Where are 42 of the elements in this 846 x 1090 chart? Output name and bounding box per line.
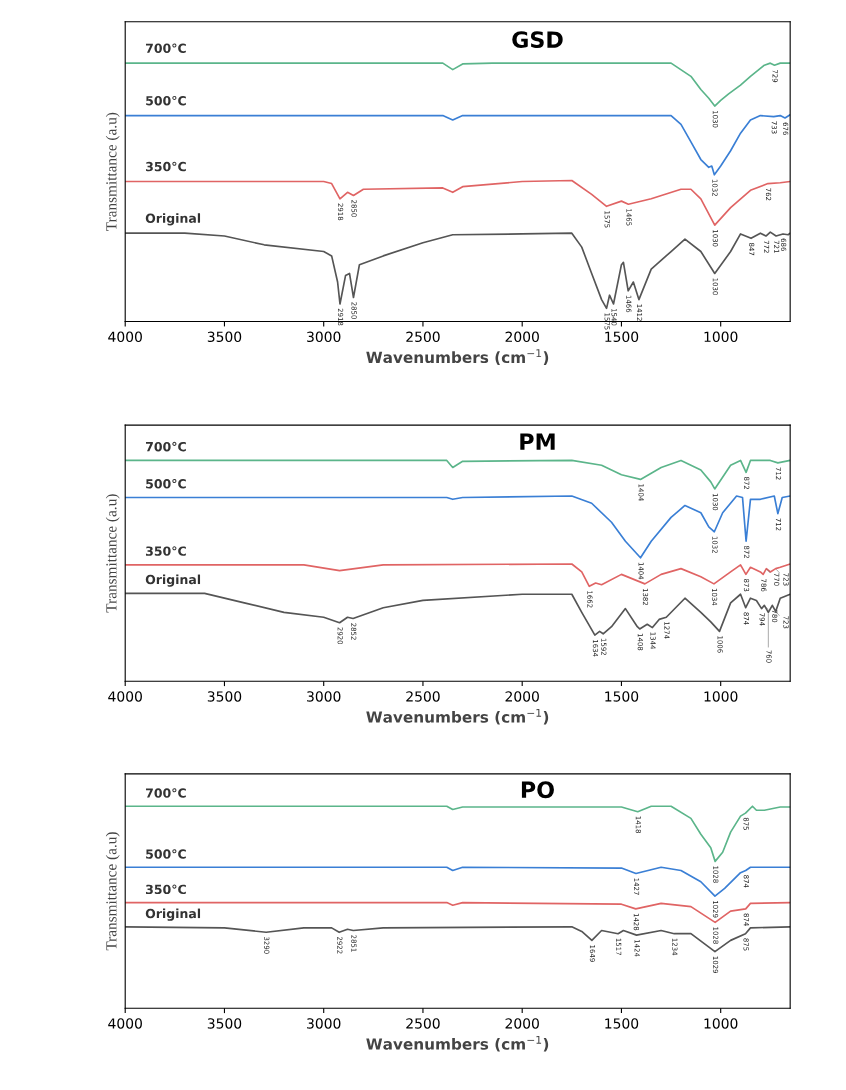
- y-axis-title: Transmittance (a.u): [105, 494, 120, 613]
- x-tick-label: 2000: [505, 331, 539, 343]
- x-tick-label: 4000: [108, 1018, 142, 1029]
- chart-title: GSD: [512, 31, 563, 48]
- series-label: Original: [145, 213, 201, 226]
- series-label: 350°C: [145, 161, 186, 172]
- y-axis-title: Transmittance (a.u): [105, 832, 120, 951]
- x-tick-label: 3000: [307, 691, 341, 702]
- x-tick-label: 3500: [207, 1018, 242, 1029]
- x-tick-label: 2000: [505, 691, 539, 702]
- x-tick-label: 1500: [605, 331, 639, 343]
- x-tick-label: 1000: [704, 691, 738, 702]
- x-tick-label: 1000: [704, 1018, 738, 1029]
- x-axis-title: Wavenumbers (cm$^{−1}$): [366, 708, 549, 725]
- chart-title: PM: [520, 433, 555, 450]
- x-tick-label: 2500: [406, 691, 440, 702]
- x-tick-label: 4000: [108, 691, 142, 702]
- series-label: 500°C: [146, 478, 186, 489]
- series-label: 350°C: [145, 546, 186, 556]
- x-tick-label: 3000: [307, 331, 341, 343]
- x-tick-label: 2000: [505, 1018, 539, 1029]
- x-tick-label: 2500: [406, 1018, 440, 1029]
- x-tick-label: 3000: [307, 1018, 341, 1029]
- x-tick-label: 4000: [108, 331, 142, 343]
- chart-title: PO: [521, 781, 554, 799]
- x-tick-label: 1000: [704, 331, 738, 343]
- x-tick-label: 2500: [406, 331, 440, 343]
- x-axis-title: Wavenumbers (cm$^{−1}$): [366, 1035, 549, 1052]
- series-label: 500°C: [146, 849, 186, 859]
- series-label: 350°C: [145, 884, 186, 895]
- series-label: Original: [145, 574, 201, 587]
- x-tick-label: 3500: [207, 331, 242, 343]
- x-tick-label: 3500: [207, 691, 242, 702]
- x-axis-title: Wavenumbers (cm$^{−1}$): [366, 349, 549, 365]
- series-label: 700°C: [145, 441, 186, 452]
- series-label: 700°C: [145, 43, 186, 53]
- x-tick-label: 1500: [605, 1018, 639, 1029]
- y-axis-title: Transmittance (a.u): [105, 112, 120, 231]
- x-tick-label: 1500: [605, 691, 639, 702]
- series-label: Original: [145, 908, 201, 921]
- series-label: 500°C: [146, 95, 186, 106]
- series-label: 700°C: [145, 788, 186, 798]
